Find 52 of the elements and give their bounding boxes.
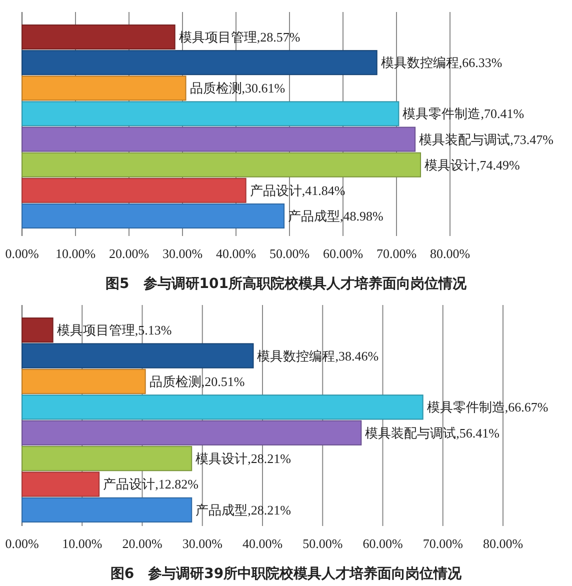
category-label: 模具项目管理,28.57%	[178, 30, 300, 45]
x-tick-label: 0.00%	[5, 246, 39, 261]
x-tick-label: 10.00%	[62, 536, 102, 551]
bar	[22, 126, 416, 152]
bar	[22, 394, 424, 420]
category-label: 模具设计,28.21%	[196, 451, 291, 466]
bar	[22, 152, 422, 178]
bar	[22, 101, 400, 126]
category-label: 模具设计,74.49%	[424, 157, 520, 172]
x-tick-label: 70.00%	[376, 246, 417, 261]
x-tick-label: 60.00%	[362, 536, 403, 551]
x-tick-label: 20.00%	[108, 246, 150, 261]
category-label: 产品设计,12.82%	[103, 476, 198, 492]
x-tick-label: 70.00%	[422, 536, 464, 551]
bar	[22, 343, 254, 368]
bar	[22, 178, 246, 203]
category-label: 模具项目管理,5.13%	[56, 322, 172, 338]
bar	[22, 472, 100, 497]
category-label: 模具零件制造,66.67%	[426, 400, 548, 415]
x-tick-label: 40.00%	[242, 536, 283, 551]
x-tick-label: 0.00%	[5, 536, 39, 551]
category-label: 模具数控编程,38.46%	[257, 348, 379, 364]
x-tick-label: 50.00%	[302, 536, 343, 551]
bar	[22, 50, 378, 76]
text: 图5 参与调研101所高职院校模具人才培养面向岗位情况	[106, 275, 468, 292]
bar	[22, 24, 176, 50]
x-tick-label: 30.00%	[182, 536, 223, 551]
x-tick-label: 40.00%	[216, 246, 256, 261]
x-tick-label: 80.00%	[430, 246, 470, 261]
category-label: 产品设计,41.84%	[250, 182, 346, 198]
category-label: 模具装配与调试,56.41%	[365, 425, 500, 440]
x-tick-label: 60.00%	[322, 246, 364, 261]
category-label: 模具装配与调试,73.47%	[419, 132, 554, 147]
category-label: 产品成型,48.98%	[288, 208, 384, 224]
x-tick-label: 50.00%	[269, 246, 310, 261]
x-tick-label: 10.00%	[55, 246, 96, 261]
category-label: 模具零件制造,70.41%	[402, 106, 524, 122]
bar	[22, 497, 192, 522]
category-label: 品质检测,20.51%	[149, 374, 245, 389]
bar	[22, 318, 54, 343]
category-label: 品质检测,30.61%	[190, 80, 286, 96]
x-tick-label: 30.00%	[162, 246, 203, 261]
x-tick-label: 80.00%	[482, 536, 524, 551]
text: 图6 参与调研39所中职院校模具人才培养面向岗位情况	[110, 565, 463, 582]
x-tick-label: 20.00%	[122, 536, 162, 551]
category-label: 模具数控编程,66.33%	[380, 55, 502, 70]
bar	[22, 368, 146, 394]
bar	[22, 76, 186, 101]
category-label: 产品成型,28.21%	[196, 502, 291, 518]
bar	[22, 420, 362, 446]
bar	[22, 203, 285, 228]
bar	[22, 446, 192, 472]
